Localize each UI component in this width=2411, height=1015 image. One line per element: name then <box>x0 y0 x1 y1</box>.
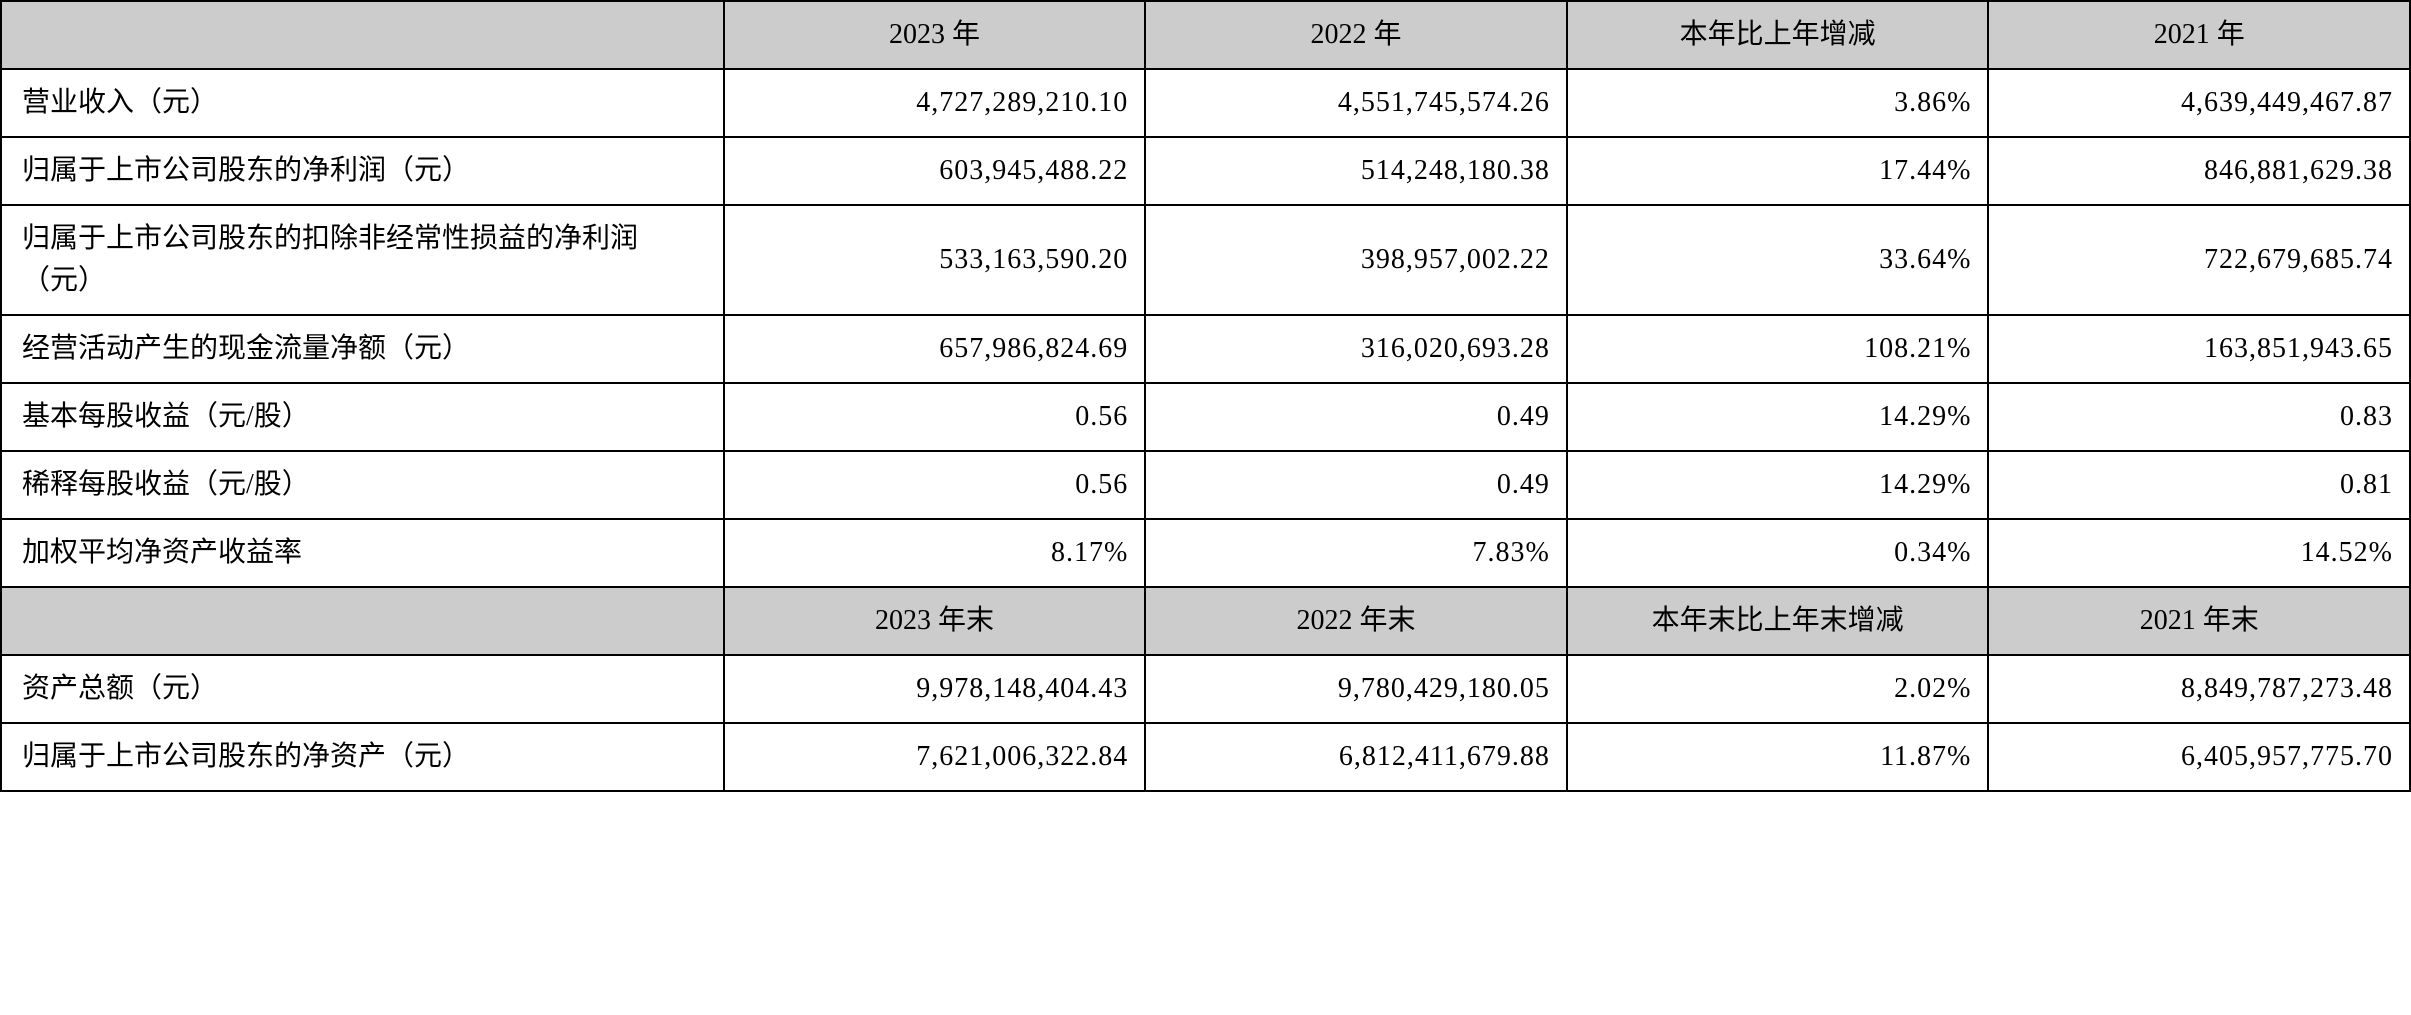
row-value: 846,881,629.38 <box>1988 137 2410 205</box>
row-value: 0.81 <box>1988 451 2410 519</box>
financial-table: 2023 年 2022 年 本年比上年增减 2021 年 营业收入（元） 4,7… <box>0 0 2411 792</box>
row-value: 163,851,943.65 <box>1988 315 2410 383</box>
row-value: 2.02% <box>1567 655 1989 723</box>
row-value: 0.83 <box>1988 383 2410 451</box>
header-row-1: 2023 年 2022 年 本年比上年增减 2021 年 <box>1 1 2410 69</box>
row-label: 基本每股收益（元/股） <box>1 383 724 451</box>
table-row: 经营活动产生的现金流量净额（元） 657,986,824.69 316,020,… <box>1 315 2410 383</box>
table-row: 归属于上市公司股东的扣除非经常性损益的净利润（元） 533,163,590.20… <box>1 205 2410 315</box>
row-value: 108.21% <box>1567 315 1989 383</box>
row-label: 经营活动产生的现金流量净额（元） <box>1 315 724 383</box>
table-row: 归属于上市公司股东的净利润（元） 603,945,488.22 514,248,… <box>1 137 2410 205</box>
row-value: 0.56 <box>724 383 1146 451</box>
row-value: 14.29% <box>1567 383 1989 451</box>
row-value: 14.29% <box>1567 451 1989 519</box>
row-value: 17.44% <box>1567 137 1989 205</box>
row-label: 加权平均净资产收益率 <box>1 519 724 587</box>
header-2023: 2023 年 <box>724 1 1146 69</box>
row-value: 722,679,685.74 <box>1988 205 2410 315</box>
row-value: 514,248,180.38 <box>1145 137 1567 205</box>
header-blank-2 <box>1 587 724 655</box>
header-blank-1 <box>1 1 724 69</box>
row-value: 398,957,002.22 <box>1145 205 1567 315</box>
row-value: 9,978,148,404.43 <box>724 655 1146 723</box>
header-2023-end: 2023 年末 <box>724 587 1146 655</box>
header-2021-end: 2021 年末 <box>1988 587 2410 655</box>
row-value: 14.52% <box>1988 519 2410 587</box>
row-label: 资产总额（元） <box>1 655 724 723</box>
table-row: 加权平均净资产收益率 8.17% 7.83% 0.34% 14.52% <box>1 519 2410 587</box>
row-value: 4,639,449,467.87 <box>1988 69 2410 137</box>
row-label: 归属于上市公司股东的净资产（元） <box>1 723 724 791</box>
header-2022: 2022 年 <box>1145 1 1567 69</box>
header-2021: 2021 年 <box>1988 1 2410 69</box>
row-value: 11.87% <box>1567 723 1989 791</box>
row-label: 归属于上市公司股东的扣除非经常性损益的净利润（元） <box>1 205 724 315</box>
header-change: 本年比上年增减 <box>1567 1 1989 69</box>
row-value: 7.83% <box>1145 519 1567 587</box>
table-body: 2023 年 2022 年 本年比上年增减 2021 年 营业收入（元） 4,7… <box>1 1 2410 791</box>
row-label: 归属于上市公司股东的净利润（元） <box>1 137 724 205</box>
row-value: 6,405,957,775.70 <box>1988 723 2410 791</box>
row-value: 7,621,006,322.84 <box>724 723 1146 791</box>
row-value: 4,551,745,574.26 <box>1145 69 1567 137</box>
row-value: 657,986,824.69 <box>724 315 1146 383</box>
header-change-end: 本年末比上年末增减 <box>1567 587 1989 655</box>
table-row: 基本每股收益（元/股） 0.56 0.49 14.29% 0.83 <box>1 383 2410 451</box>
row-value: 4,727,289,210.10 <box>724 69 1146 137</box>
row-value: 316,020,693.28 <box>1145 315 1567 383</box>
row-value: 0.49 <box>1145 383 1567 451</box>
table-row: 资产总额（元） 9,978,148,404.43 9,780,429,180.0… <box>1 655 2410 723</box>
row-value: 8.17% <box>724 519 1146 587</box>
row-value: 0.56 <box>724 451 1146 519</box>
row-value: 8,849,787,273.48 <box>1988 655 2410 723</box>
row-value: 603,945,488.22 <box>724 137 1146 205</box>
row-label: 稀释每股收益（元/股） <box>1 451 724 519</box>
row-value: 0.34% <box>1567 519 1989 587</box>
row-value: 533,163,590.20 <box>724 205 1146 315</box>
row-value: 3.86% <box>1567 69 1989 137</box>
header-row-2: 2023 年末 2022 年末 本年末比上年末增减 2021 年末 <box>1 587 2410 655</box>
table-row: 归属于上市公司股东的净资产（元） 7,621,006,322.84 6,812,… <box>1 723 2410 791</box>
row-value: 6,812,411,679.88 <box>1145 723 1567 791</box>
row-value: 33.64% <box>1567 205 1989 315</box>
table-row: 营业收入（元） 4,727,289,210.10 4,551,745,574.2… <box>1 69 2410 137</box>
row-label: 营业收入（元） <box>1 69 724 137</box>
row-value: 0.49 <box>1145 451 1567 519</box>
table-row: 稀释每股收益（元/股） 0.56 0.49 14.29% 0.81 <box>1 451 2410 519</box>
row-value: 9,780,429,180.05 <box>1145 655 1567 723</box>
header-2022-end: 2022 年末 <box>1145 587 1567 655</box>
